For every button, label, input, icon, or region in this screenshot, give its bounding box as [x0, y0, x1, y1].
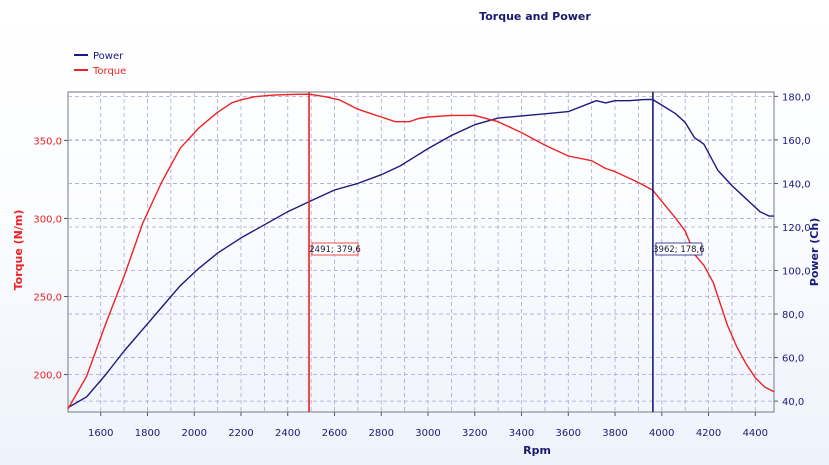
marker-label-box	[311, 242, 359, 256]
x-tick-label: 2800	[369, 428, 394, 439]
left-axis-ticks: 200,0 250,0 300,0 350,0	[33, 136, 68, 382]
series	[67, 93, 775, 410]
marker-label: 2491; 379,6	[309, 245, 361, 255]
right-tick-label: 100,0	[782, 267, 811, 278]
x-tick-label: 2600	[322, 428, 347, 439]
legend-power-label: Power	[93, 51, 124, 62]
x-tick-label: 4200	[696, 428, 721, 439]
x-tick-label: 4000	[649, 428, 674, 439]
markers: 2491; 379,6 3962; 178,6	[308, 92, 705, 412]
grid	[68, 92, 774, 412]
legend-torque-label: Torque	[92, 66, 126, 77]
left-tick-label: 350,0	[33, 136, 62, 147]
x-tick-label: 2000	[182, 428, 207, 439]
left-axis-title: Torque (N/m)	[12, 210, 25, 291]
left-tick-label: 300,0	[33, 214, 62, 225]
marker-label: 3962; 178,6	[653, 245, 705, 255]
x-axis-ticks: 1600 1800 2000 2200 2400 2600 2800 3000 3200 3400…	[88, 412, 768, 439]
right-tick-label: 80,0	[782, 310, 804, 321]
series-line-torque	[67, 93, 775, 410]
series-line-power	[67, 98, 774, 409]
chart-title: Torque and Power	[479, 10, 591, 23]
right-tick-label: 60,0	[782, 354, 804, 365]
x-tick-label: 4400	[743, 428, 768, 439]
left-tick-label: 200,0	[33, 371, 62, 382]
right-tick-label: 120,0	[782, 223, 811, 234]
x-axis-title: Rpm	[523, 444, 551, 457]
legend: Power Torque	[74, 51, 126, 77]
right-axis-ticks: 40,0 60,0 80,0 100,0 120,0 140,0 160,0 180,0	[774, 92, 811, 408]
x-tick-label: 1600	[88, 428, 113, 439]
right-axis-title: Power (Ch)	[808, 218, 821, 286]
right-tick-label: 160,0	[782, 136, 811, 147]
x-tick-label: 1800	[135, 428, 160, 439]
x-tick-label: 3000	[415, 428, 440, 439]
right-tick-label: 180,0	[782, 92, 811, 103]
x-tick-label: 3200	[462, 428, 487, 439]
x-tick-label: 2400	[275, 428, 300, 439]
marker-label-box	[655, 242, 703, 256]
x-tick-label: 3400	[509, 428, 534, 439]
plot-area	[67, 91, 775, 413]
left-tick-label: 250,0	[33, 292, 62, 303]
x-tick-label: 2200	[228, 428, 253, 439]
x-tick-label: 3800	[602, 428, 627, 439]
right-tick-label: 140,0	[782, 179, 811, 190]
right-tick-label: 40,0	[782, 397, 804, 408]
x-tick-label: 3600	[556, 428, 581, 439]
